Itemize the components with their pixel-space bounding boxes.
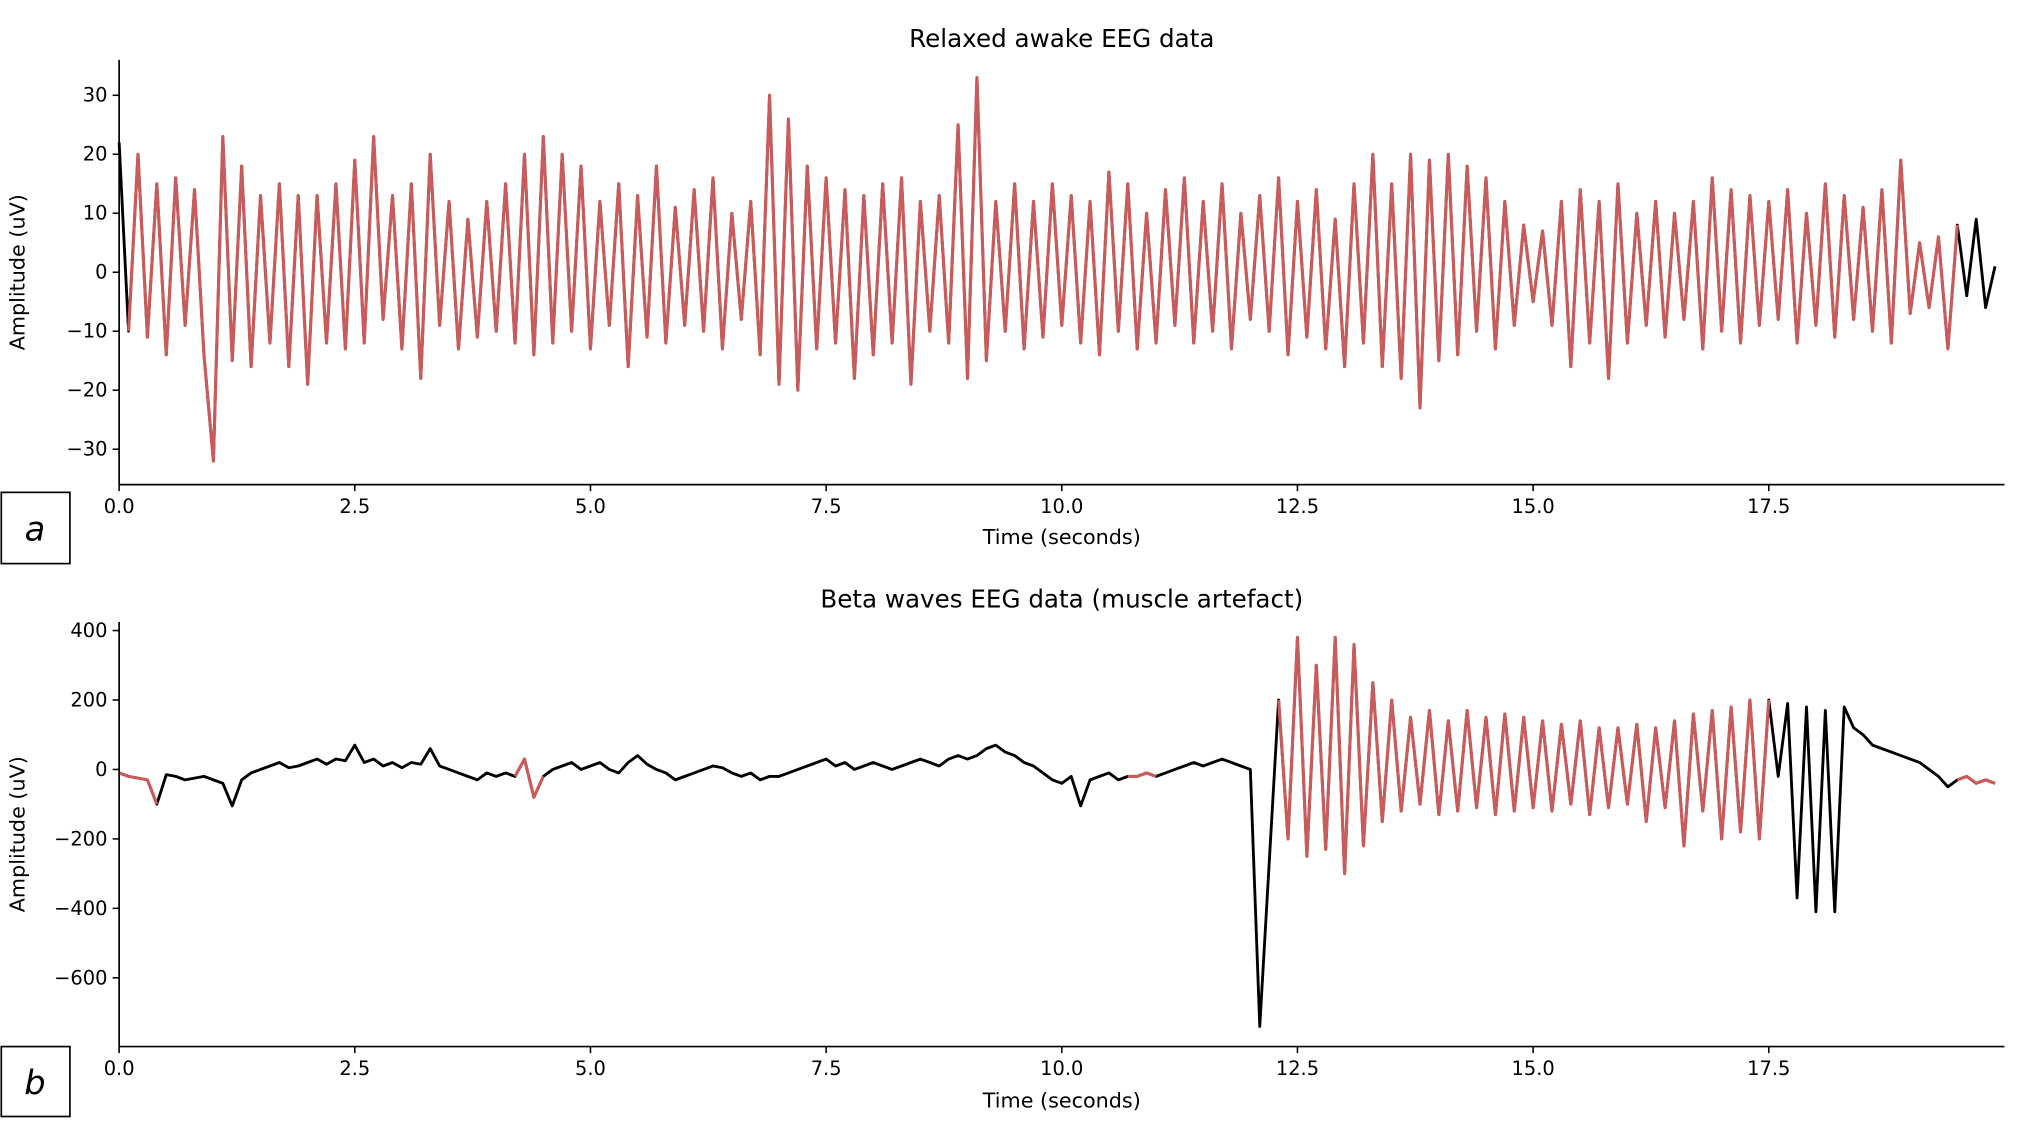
y-tick-label: 0 xyxy=(95,261,107,284)
x-tick-label: 7.5 xyxy=(811,495,842,518)
highlighted-signal-segment xyxy=(1956,774,1996,785)
y-tick-label: 20 xyxy=(83,143,108,166)
y-tick-label: −400 xyxy=(54,897,107,920)
x-tick-label: 2.5 xyxy=(339,495,370,518)
x-tick-label: 5.0 xyxy=(575,1057,606,1080)
x-tick-label: 10.0 xyxy=(1040,495,1083,518)
highlighted-signal-segment xyxy=(1277,635,1771,876)
x-tick-label: 10.0 xyxy=(1040,1057,1083,1080)
y-tick-label: 0 xyxy=(95,758,107,781)
panel-label-box xyxy=(0,1045,71,1118)
y-axis-label: Amplitude (uV) xyxy=(6,756,30,912)
x-tick-label: 17.5 xyxy=(1747,495,1790,518)
panel-a-relaxed-awake: Relaxed awake EEG data Amplitude (uV) Ti… xyxy=(0,24,2005,565)
x-tick-label: 0.0 xyxy=(104,1057,135,1080)
x-axis-label: Time (seconds) xyxy=(982,525,1141,549)
chart-title: Relaxed awake EEG data xyxy=(909,24,1214,53)
panel-label: b xyxy=(24,1063,45,1102)
y-tick-label: −20 xyxy=(67,379,108,402)
highlighted-signal-segment xyxy=(513,757,545,799)
y-axis-label: Amplitude (uV) xyxy=(6,194,30,350)
panel-label: a xyxy=(25,509,46,548)
y-tick-label: 400 xyxy=(70,619,107,642)
x-tick-label: 0.0 xyxy=(104,495,135,518)
y-tick-label: 200 xyxy=(70,688,107,711)
chart-title: Beta waves EEG data (muscle artefact) xyxy=(820,585,1303,614)
eeg-signal-line xyxy=(118,636,1996,1028)
y-tick-label: 30 xyxy=(83,84,108,107)
highlighted-signal-segment xyxy=(118,771,159,805)
y-tick-label: 10 xyxy=(83,202,108,225)
x-tick-label: 2.5 xyxy=(339,1057,370,1080)
x-tick-label: 12.5 xyxy=(1276,1057,1319,1080)
panel-label-box xyxy=(0,491,71,565)
panel-b-beta-waves: Beta waves EEG data (muscle artefact) Am… xyxy=(0,585,2005,1118)
y-tick-label: −600 xyxy=(54,966,107,989)
x-tick-label: 15.0 xyxy=(1512,1057,1555,1080)
highlighted-signal-segment xyxy=(1127,771,1157,778)
highlighted-signal-segment xyxy=(127,76,1959,463)
y-tick-label: −200 xyxy=(54,827,107,850)
y-tick-label: −30 xyxy=(67,438,108,461)
x-tick-label: 17.5 xyxy=(1747,1057,1790,1080)
x-tick-label: 5.0 xyxy=(575,495,606,518)
x-tick-label: 15.0 xyxy=(1512,495,1555,518)
y-tick-label: −10 xyxy=(67,320,108,343)
x-tick-label: 12.5 xyxy=(1276,495,1319,518)
x-tick-label: 7.5 xyxy=(811,1057,842,1080)
x-axis-label: Time (seconds) xyxy=(982,1088,1141,1112)
